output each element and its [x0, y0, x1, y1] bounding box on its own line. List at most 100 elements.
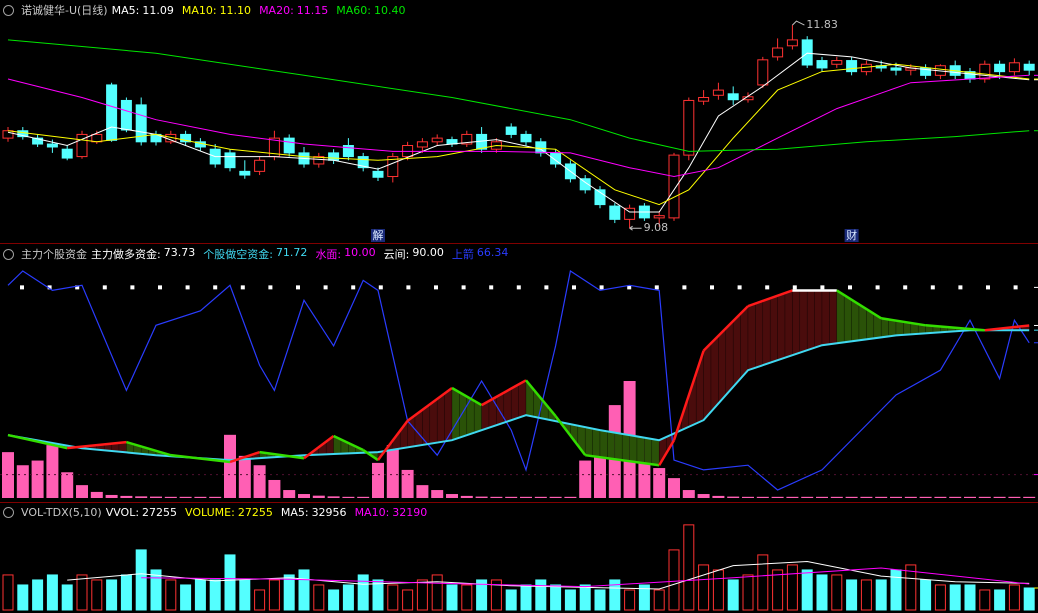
bar: [31, 460, 44, 498]
bar: [831, 574, 843, 611]
candle-body: [17, 130, 29, 138]
bar: [490, 579, 502, 611]
candle-body: [106, 84, 118, 141]
bar: [475, 496, 488, 498]
fill-band: [777, 292, 786, 361]
bar: [534, 496, 547, 498]
bar: [239, 579, 251, 611]
candle-body: [2, 130, 14, 139]
bar: [594, 589, 606, 611]
candle-body: [786, 39, 798, 47]
candle-body: [712, 89, 724, 96]
fill-band: [710, 335, 719, 413]
fill-band: [814, 290, 823, 348]
candle-body: [46, 143, 58, 148]
fill-band: [511, 384, 519, 421]
line-segment: [229, 450, 260, 464]
fill-band: [888, 319, 897, 337]
bar: [845, 496, 858, 498]
line-segment: [672, 350, 705, 441]
bar: [964, 496, 976, 498]
bar: [328, 589, 340, 611]
fill-band: [881, 318, 889, 338]
bar: [76, 574, 88, 611]
fill-band: [451, 387, 460, 441]
bar: [313, 584, 325, 611]
bar: [460, 495, 473, 498]
header-icon: [3, 4, 14, 16]
legend-item: MA5: 32956: [281, 506, 347, 519]
legend-item: MA5: 11.09: [112, 4, 174, 17]
bar: [801, 496, 814, 498]
candle-body: [683, 99, 695, 156]
bar: [920, 579, 932, 611]
line-segment: [67, 440, 127, 450]
candle-body: [61, 148, 73, 159]
line-segment: [259, 450, 305, 460]
line-segment: [658, 439, 676, 466]
header-icon: [3, 248, 14, 260]
candle-body: [846, 60, 858, 73]
candle-body: [313, 156, 325, 165]
bar: [446, 584, 458, 611]
bar: [727, 579, 739, 611]
line-segment: [480, 379, 527, 407]
bar: [830, 496, 843, 498]
line: [7, 270, 1030, 491]
candle-body: [1023, 63, 1035, 71]
bar: [283, 574, 295, 611]
bar: [994, 589, 1006, 611]
bar: [461, 584, 473, 611]
bar: [786, 496, 799, 498]
bar: [387, 584, 399, 611]
marker-box: [844, 229, 859, 242]
bar: [431, 574, 443, 611]
legend-value: 11.10: [219, 3, 252, 17]
candle-body: [579, 178, 591, 191]
fill-band: [651, 438, 660, 466]
legend-value: 27255: [142, 505, 178, 519]
legend-item: VVOL: 27255: [106, 506, 177, 519]
legend-item: MA10: 32190: [355, 506, 428, 519]
bar: [446, 494, 458, 498]
indicator-header: 主力个股资金 主力做多资金: 73.73 个股做空资金: 71.72 水面: 10.00 云间…: [0, 246, 512, 262]
bar: [860, 496, 873, 498]
legend-name: 个股做空资金:: [203, 248, 273, 261]
bar: [312, 495, 325, 498]
bar: [298, 569, 310, 611]
bar: [416, 579, 428, 611]
annotation: 9.08: [644, 221, 669, 234]
bar: [742, 574, 754, 611]
bar: [490, 496, 503, 498]
fill-band: [644, 437, 652, 465]
candle-body: [461, 133, 473, 145]
legend-value: 66.34: [476, 246, 509, 259]
candle-body: [357, 156, 369, 169]
candle-body: [254, 159, 266, 172]
bar: [564, 589, 576, 611]
candle-body: [239, 170, 251, 176]
legend-item: VOLUME: 27255: [185, 506, 273, 519]
bar: [357, 574, 369, 611]
candle-body: [772, 47, 784, 58]
bar: [416, 485, 429, 498]
fill-band: [459, 391, 467, 438]
fill-band: [829, 290, 837, 345]
line-segment: [747, 289, 793, 308]
bar: [890, 569, 902, 611]
fill-band: [437, 393, 445, 443]
legend-value: 10.00: [344, 246, 376, 259]
bar: [801, 569, 813, 611]
candle-body: [328, 152, 340, 161]
bar: [816, 574, 828, 611]
line-segment: [170, 453, 231, 464]
line-segment: [881, 317, 926, 327]
bar: [268, 479, 281, 498]
line-segment: [984, 324, 1030, 332]
bar: [194, 579, 206, 611]
bar: [875, 496, 888, 498]
bar: [476, 579, 488, 611]
bar: [1023, 587, 1035, 611]
fill-band: [599, 429, 608, 459]
